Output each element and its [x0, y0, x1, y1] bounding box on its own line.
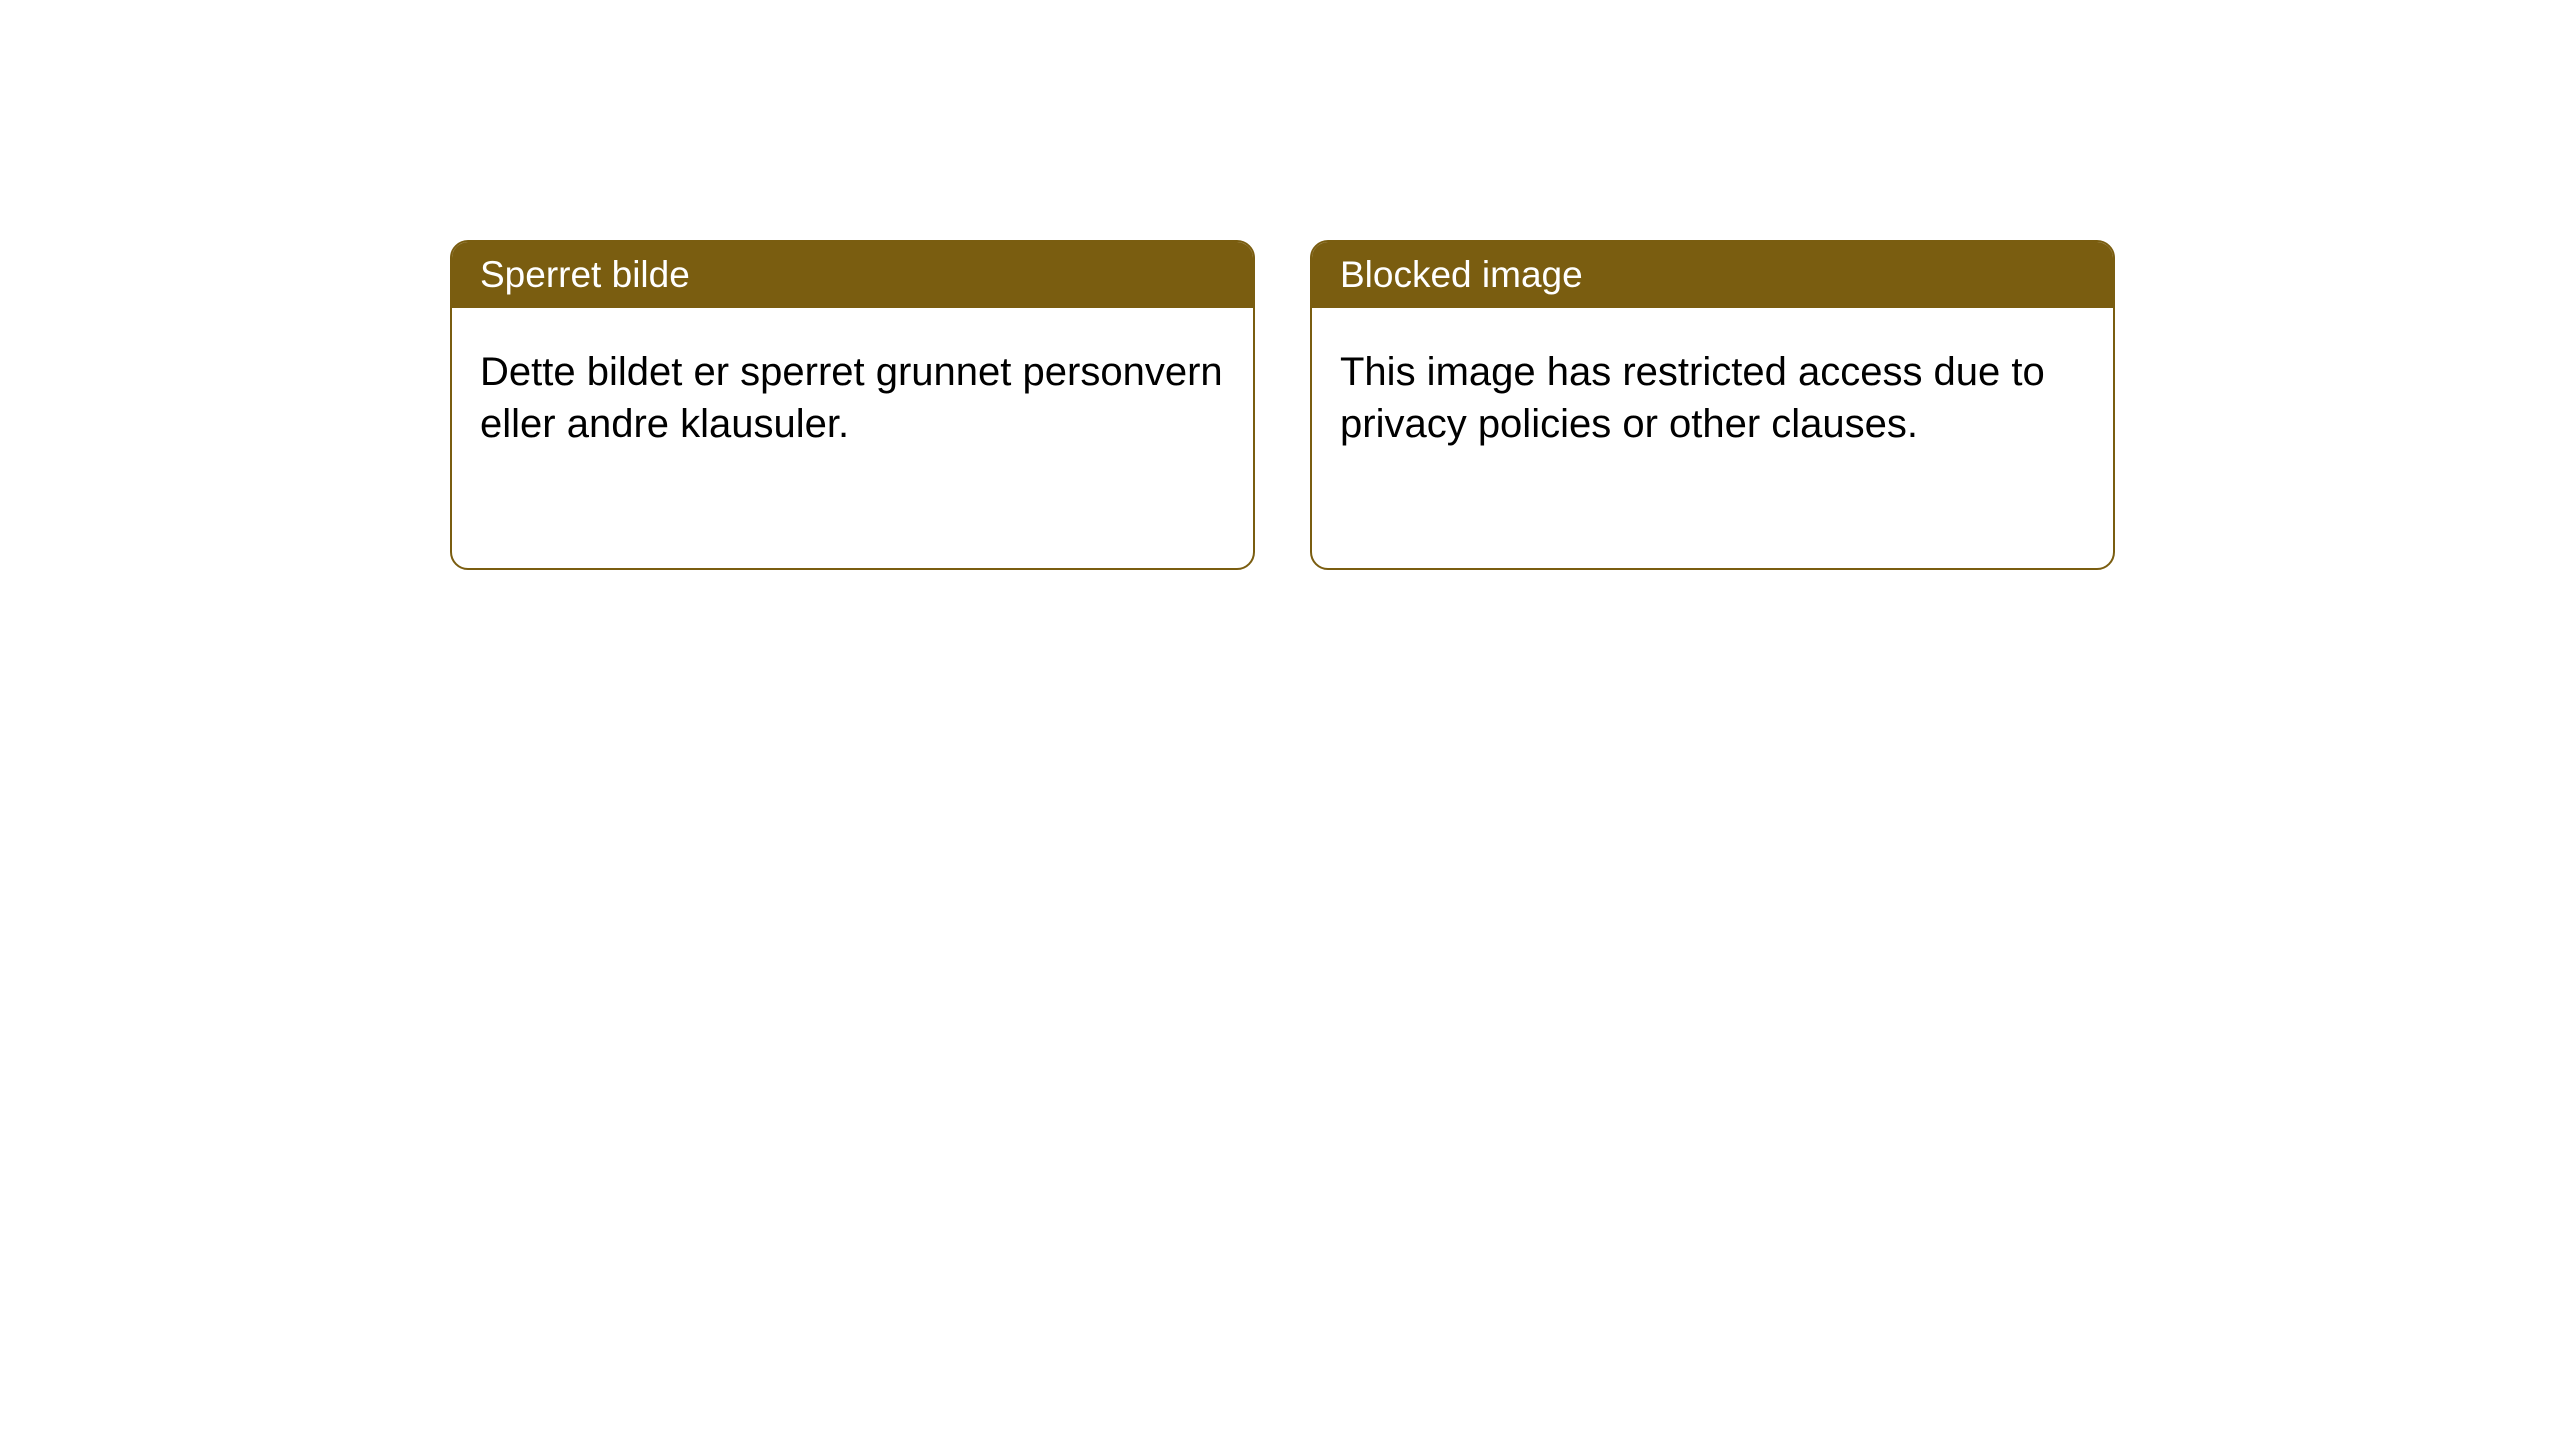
- card-body: Dette bildet er sperret grunnet personve…: [452, 308, 1253, 488]
- card-header: Sperret bilde: [452, 242, 1253, 308]
- card-body-text: Dette bildet er sperret grunnet personve…: [480, 350, 1223, 446]
- notice-container: Sperret bilde Dette bildet er sperret gr…: [0, 0, 2560, 570]
- notice-card-norwegian: Sperret bilde Dette bildet er sperret gr…: [450, 240, 1255, 570]
- card-title: Blocked image: [1340, 254, 1583, 295]
- card-header: Blocked image: [1312, 242, 2113, 308]
- notice-card-english: Blocked image This image has restricted …: [1310, 240, 2115, 570]
- card-body: This image has restricted access due to …: [1312, 308, 2113, 488]
- card-title: Sperret bilde: [480, 254, 690, 295]
- card-body-text: This image has restricted access due to …: [1340, 350, 2045, 446]
